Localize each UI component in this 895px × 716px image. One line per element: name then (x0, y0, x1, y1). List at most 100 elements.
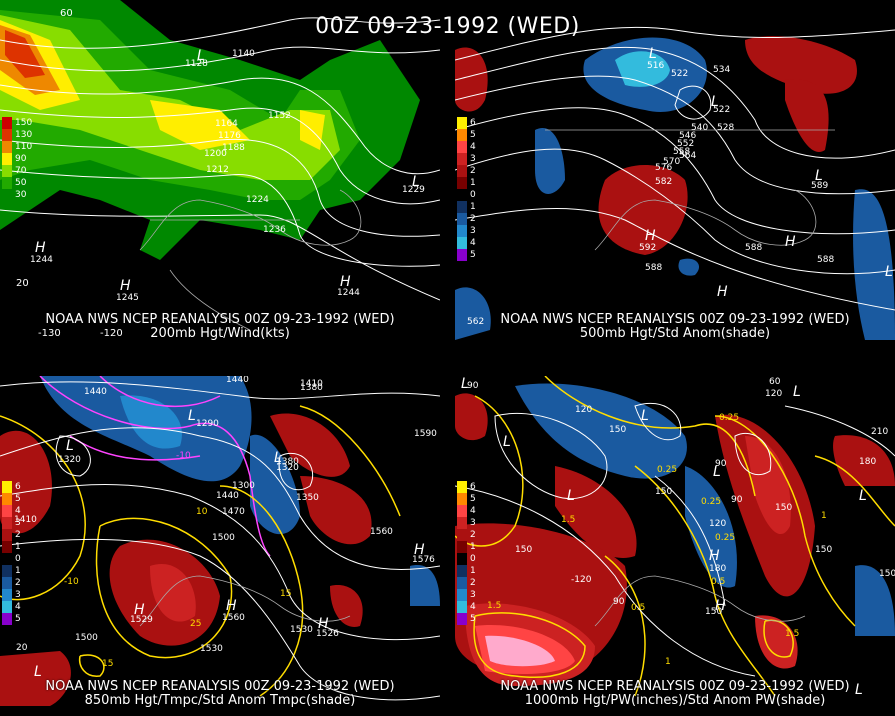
svg-text:522: 522 (713, 105, 730, 115)
legend-swatch (2, 481, 12, 493)
svg-text:0.25: 0.25 (657, 465, 677, 475)
legend-swatch (457, 129, 467, 141)
legend-label: 5 (15, 614, 21, 624)
svg-text:150: 150 (515, 545, 532, 555)
legend-swatch (2, 589, 12, 601)
svg-text:1200: 1200 (204, 149, 227, 159)
svg-text:1350: 1350 (296, 493, 319, 503)
svg-text:-120: -120 (571, 575, 592, 585)
legend-label: 30 (15, 190, 27, 200)
map-title: 00Z 09-23-1992 (WED) (315, 14, 580, 39)
svg-text:0.5: 0.5 (711, 577, 725, 587)
legend-label: 1 (15, 542, 21, 552)
svg-text:L: L (461, 376, 469, 392)
legend-swatch (2, 541, 12, 553)
svg-text:1244: 1244 (337, 288, 360, 298)
svg-text:1470: 1470 (222, 507, 245, 517)
legend-850mb: 6 5 4 3 2 1 0 1 2 3 4 5 (2, 481, 21, 625)
legend-swatch (2, 177, 12, 189)
svg-text:564: 564 (679, 151, 696, 161)
svg-text:H: H (645, 228, 656, 244)
svg-text:15: 15 (102, 659, 113, 669)
legend-label: 90 (15, 154, 27, 164)
svg-text:1244: 1244 (30, 255, 53, 265)
legend-swatch (457, 117, 467, 129)
svg-text:H: H (715, 598, 726, 614)
panel-500mb: 516 522 534 522 528 540 546 552 558 564 570 57… (455, 0, 895, 340)
legend-label: 70 (15, 166, 27, 176)
legend-label: 4 (15, 506, 21, 516)
legend-swatch (457, 237, 467, 249)
legend-swatch (2, 577, 12, 589)
svg-text:582: 582 (655, 177, 672, 187)
svg-text:1188: 1188 (222, 143, 245, 153)
legend-swatch (457, 481, 467, 493)
svg-text:1: 1 (821, 511, 827, 521)
legend-label: 3 (470, 154, 476, 164)
caption-line2: 500mb Hgt/Std Anom(shade) (579, 326, 771, 341)
svg-text:592: 592 (639, 243, 656, 253)
caption-line1: NOAA NWS NCEP REANALYSIS 00Z 09-23-1992 … (500, 312, 850, 327)
panel-1000mb: 90 150 120 60 120 90 90 150 210 180 150 150 -1… (455, 376, 895, 716)
legend-label: 2 (470, 578, 476, 588)
svg-text:1212: 1212 (206, 165, 229, 175)
legend-label: 3 (470, 590, 476, 600)
legend-swatch (2, 565, 12, 577)
svg-text:0.25: 0.25 (701, 497, 721, 507)
caption-line1: NOAA NWS NCEP REANALYSIS 00Z 09-23-1992 … (45, 312, 395, 327)
svg-text:L: L (503, 434, 511, 450)
svg-text:1229: 1229 (402, 185, 425, 195)
legend-swatch (2, 493, 12, 505)
legend-swatch (2, 117, 12, 129)
svg-text:576: 576 (655, 163, 672, 173)
svg-text:L: L (859, 488, 867, 504)
svg-text:-120: -120 (100, 328, 123, 339)
legend-label: 0 (470, 554, 476, 564)
legend-label: 5 (470, 494, 476, 504)
svg-text:L: L (197, 48, 205, 64)
svg-text:1320: 1320 (58, 455, 81, 465)
svg-text:589: 589 (811, 181, 828, 191)
svg-text:60: 60 (769, 377, 781, 387)
panel-200mb: 1128 1140 1152 1164 1176 1188 1200 1212 1224… (0, 0, 440, 340)
legend-swatch (457, 613, 467, 625)
legend-label: 5 (470, 250, 476, 260)
svg-text:1290: 1290 (196, 419, 219, 429)
caption-line2: 200mb Hgt/Wind(kts) (150, 326, 290, 341)
legend-label: 5 (470, 130, 476, 140)
svg-text:534: 534 (713, 65, 730, 75)
legend-label: 2 (470, 214, 476, 224)
svg-text:120: 120 (709, 519, 726, 529)
svg-text:H: H (785, 234, 796, 250)
svg-text:210: 210 (871, 427, 888, 437)
svg-text:-130: -130 (38, 328, 61, 339)
svg-text:1176: 1176 (218, 131, 241, 141)
svg-text:1526: 1526 (316, 629, 339, 639)
legend-label: 110 (15, 142, 33, 152)
legend-label: 3 (470, 518, 476, 528)
svg-text:-10: -10 (64, 577, 79, 587)
svg-text:25: 25 (190, 619, 201, 629)
svg-text:570: 570 (663, 157, 680, 167)
svg-text:1.5: 1.5 (487, 601, 501, 611)
svg-text:L: L (641, 408, 649, 424)
legend-swatch (457, 249, 467, 261)
legend-swatch (2, 553, 12, 565)
svg-text:120: 120 (575, 405, 592, 415)
svg-text:1410: 1410 (14, 515, 37, 525)
legend-500mb: 6 5 4 3 2 1 0 1 2 3 4 5 (457, 117, 476, 261)
svg-text:1560: 1560 (222, 613, 245, 623)
legend-label: 6 (470, 118, 476, 128)
legend-swatch (457, 213, 467, 225)
legend-swatch (2, 141, 12, 153)
legend-swatch (457, 493, 467, 505)
legend-swatch (2, 529, 12, 541)
legend-label: 4 (470, 602, 476, 612)
legend-swatch (457, 177, 467, 189)
svg-text:L: L (649, 46, 657, 62)
legend-label: 50 (15, 178, 27, 188)
caption-line1: NOAA NWS NCEP REANALYSIS 00Z 09-23-1992 … (45, 679, 395, 694)
svg-text:L: L (713, 464, 721, 480)
